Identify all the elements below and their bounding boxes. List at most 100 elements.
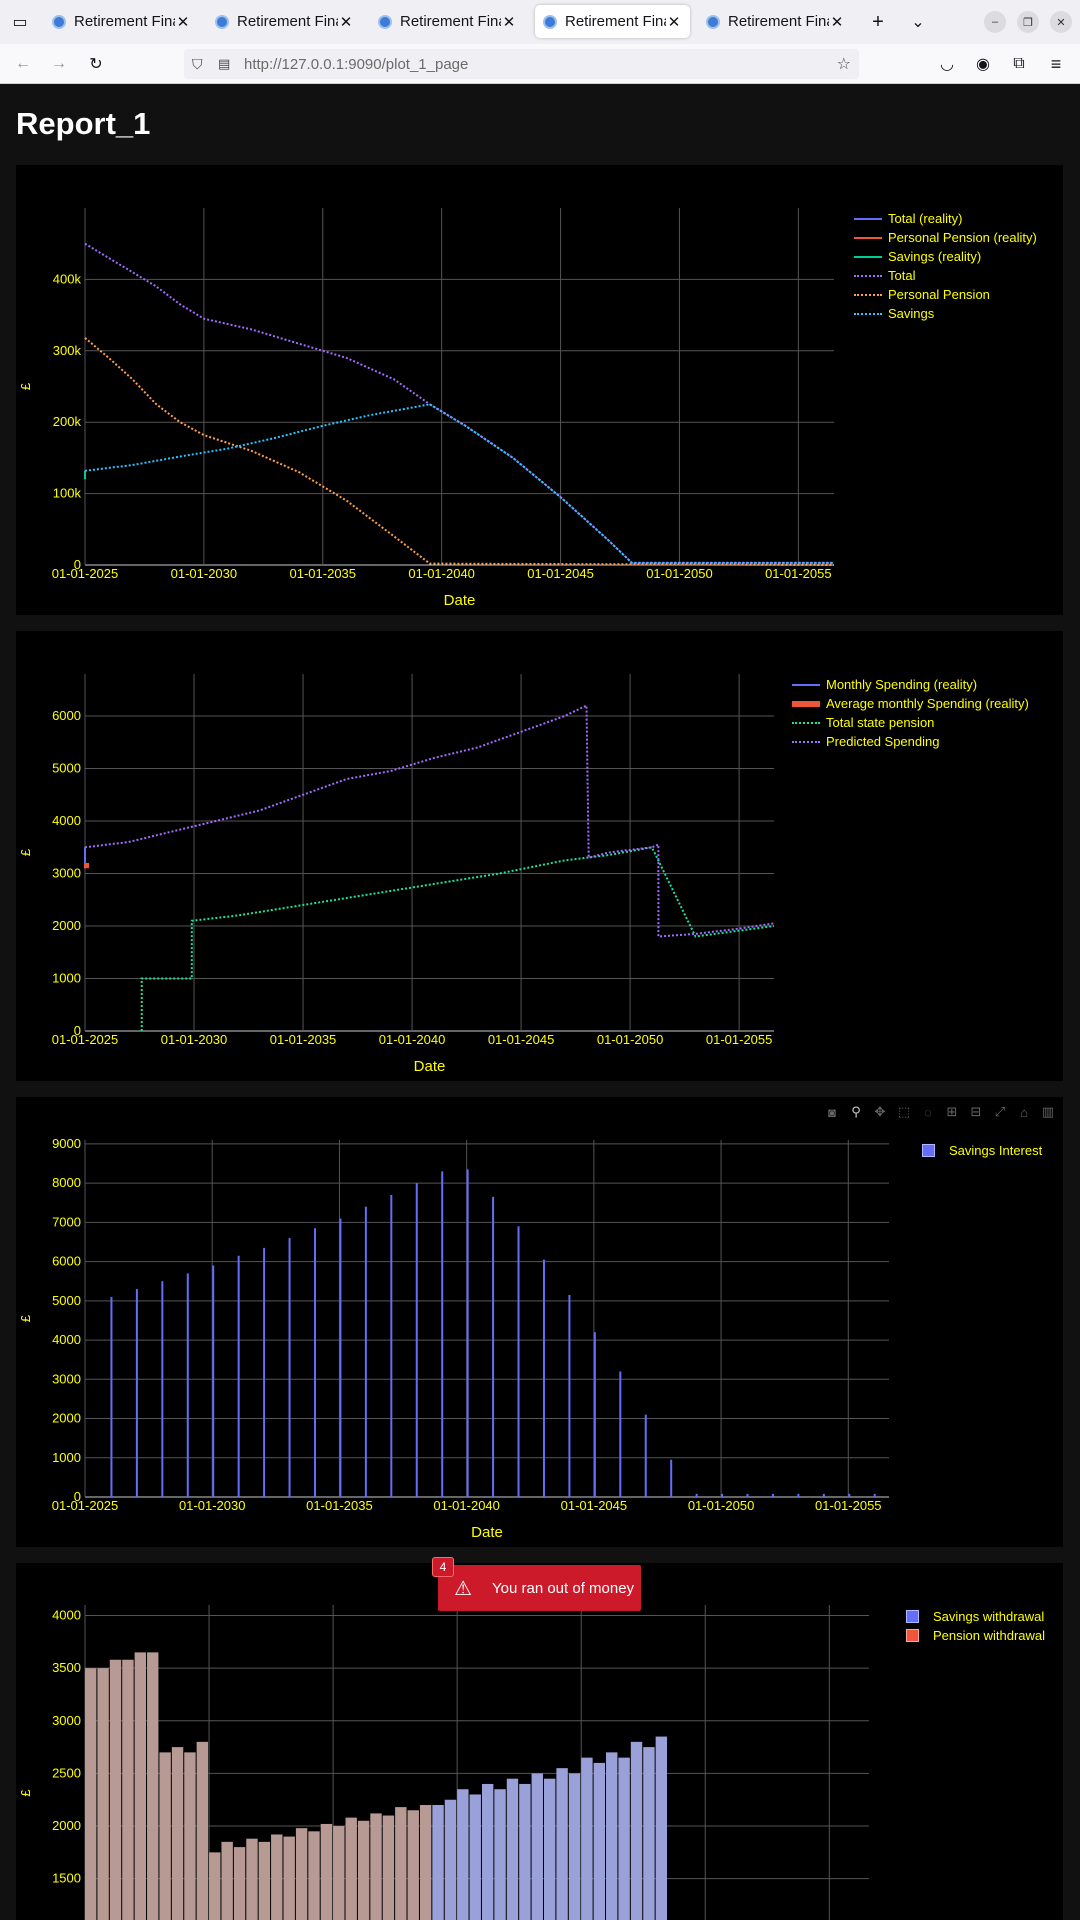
bar[interactable] (186, 1273, 189, 1497)
bar[interactable] (469, 1794, 481, 1920)
restore-icon[interactable]: ❐ (1017, 11, 1039, 33)
autoscale-icon[interactable]: ⤢ (994, 1104, 1006, 1119)
bar[interactable] (444, 1799, 457, 1920)
bar[interactable] (593, 1332, 596, 1497)
bar[interactable] (873, 1493, 876, 1497)
chart-svg[interactable]: 5001000150020002500300035004000£ (16, 1563, 1063, 1920)
bar[interactable] (618, 1757, 630, 1920)
page-info-icon[interactable]: ▤ (218, 56, 231, 71)
series-mark[interactable] (84, 863, 89, 869)
account-icon[interactable]: ◉ (976, 56, 990, 73)
pan-icon[interactable]: ✥ (874, 1104, 886, 1119)
bookmark-star-icon[interactable]: ☆ (836, 56, 851, 73)
tab-overview-icon[interactable]: ▭ (12, 14, 28, 31)
bar[interactable] (313, 1228, 316, 1497)
bar[interactable] (466, 1169, 469, 1497)
bar[interactable] (494, 1789, 506, 1920)
legend-item[interactable]: Personal Pension (854, 285, 1037, 304)
bar[interactable] (308, 1831, 320, 1920)
legend-item[interactable]: Total (854, 266, 1037, 285)
tab-close-icon[interactable]: ✕ (502, 13, 516, 31)
legend-item[interactable]: Savings (reality) (854, 247, 1037, 266)
bar[interactable] (258, 1841, 271, 1920)
bar[interactable] (382, 1815, 395, 1920)
bar[interactable] (670, 1459, 673, 1497)
reload-icon[interactable]: ↻ (89, 56, 103, 73)
bar[interactable] (333, 1826, 345, 1920)
bar[interactable] (161, 1281, 164, 1497)
bar[interactable] (593, 1762, 606, 1920)
bar[interactable] (506, 1778, 519, 1920)
bar[interactable] (209, 1852, 221, 1920)
bar[interactable] (221, 1841, 233, 1920)
bar[interactable] (619, 1371, 622, 1497)
extensions-icon[interactable]: ⧉ (1013, 55, 1025, 72)
bar[interactable] (212, 1265, 215, 1497)
bar[interactable] (370, 1813, 382, 1920)
zoom-out-icon[interactable]: ⊟ (970, 1104, 982, 1119)
tab-close-icon[interactable]: ✕ (667, 13, 681, 31)
bar[interactable] (517, 1226, 520, 1497)
bar[interactable] (97, 1668, 109, 1920)
bar[interactable] (481, 1783, 494, 1920)
legend-item[interactable]: Monthly Spending (reality) (792, 675, 1029, 694)
bar[interactable] (415, 1183, 418, 1497)
bar[interactable] (339, 1218, 342, 1497)
bar[interactable] (110, 1296, 113, 1497)
new-tab-icon[interactable]: + (872, 10, 884, 33)
bar[interactable] (135, 1289, 138, 1497)
bar[interactable] (320, 1823, 333, 1920)
browser-tab[interactable]: Retirement Fina ✕ (698, 5, 853, 38)
bar[interactable] (390, 1194, 393, 1497)
close-window-icon[interactable]: ✕ (1050, 11, 1072, 33)
pocket-icon[interactable]: ◡ (940, 56, 954, 73)
bar[interactable] (432, 1805, 444, 1920)
bar[interactable] (695, 1493, 698, 1497)
box-select-icon[interactable]: ⬚ (897, 1104, 911, 1119)
series-line[interactable] (84, 242, 834, 564)
chart-legend[interactable]: Savings Interest (916, 1141, 1042, 1160)
tab-close-icon[interactable]: ✕ (176, 13, 190, 31)
bar[interactable] (492, 1196, 495, 1497)
browser-tab[interactable]: Retirement Fina ✕ (207, 5, 362, 38)
bar[interactable] (364, 1206, 367, 1497)
browser-tab[interactable]: Retirement Fina ✕ (44, 5, 199, 38)
series-line[interactable] (140, 846, 775, 1031)
bar[interactable] (395, 1807, 407, 1920)
bar[interactable] (246, 1838, 258, 1920)
shield-icon[interactable]: ⛉ (192, 55, 203, 72)
chart-svg[interactable]: 0 1000 2000 3000 4000 5000 6000 7000 8000 9000 01-… (16, 1097, 1063, 1547)
chart-svg[interactable]: 0 1000 2000 3000 4000 5000 6000 01-01-2025 01-01… (16, 631, 1063, 1081)
bar[interactable] (263, 1247, 266, 1497)
bar[interactable] (643, 1747, 655, 1920)
legend-item[interactable]: Total state pension (792, 713, 1029, 732)
back-icon[interactable]: ← (15, 55, 31, 72)
chart-legend[interactable]: Savings withdrawal Pension withdrawal (900, 1607, 1045, 1645)
bar[interactable] (134, 1652, 147, 1920)
menu-icon[interactable]: ≡ (1050, 53, 1062, 74)
bar[interactable] (797, 1493, 800, 1497)
bar[interactable] (85, 1668, 97, 1920)
bar[interactable] (196, 1741, 209, 1920)
bar[interactable] (822, 1493, 825, 1497)
bar[interactable] (283, 1836, 295, 1920)
bar[interactable] (407, 1810, 419, 1920)
browser-tab[interactable]: Retirement Fina ✕ (535, 5, 690, 38)
bar[interactable] (419, 1805, 432, 1920)
url-bar[interactable]: ⛉ ▤ http://127.0.0.1:9090/plot_1_page ☆ (184, 49, 859, 79)
bar[interactable] (630, 1741, 643, 1920)
bar[interactable] (295, 1828, 308, 1920)
out-of-money-toast[interactable]: 4 ⚠ You ran out of money (432, 1557, 641, 1611)
tab-list-chevron-icon[interactable]: ⌄ (911, 14, 925, 31)
chart-legend[interactable]: Total (reality) Personal Pension (reality… (854, 209, 1037, 323)
legend-item[interactable]: Total (reality) (854, 209, 1037, 228)
bar[interactable] (556, 1768, 568, 1920)
camera-icon[interactable]: ◙ (828, 1104, 836, 1120)
series-line[interactable] (84, 703, 775, 938)
series-line[interactable] (84, 403, 834, 564)
tab-close-icon[interactable]: ✕ (830, 13, 844, 31)
bar[interactable] (519, 1783, 531, 1920)
legend-item[interactable]: Pension withdrawal (900, 1626, 1045, 1645)
bar[interactable] (457, 1789, 469, 1920)
bar[interactable] (109, 1659, 122, 1920)
